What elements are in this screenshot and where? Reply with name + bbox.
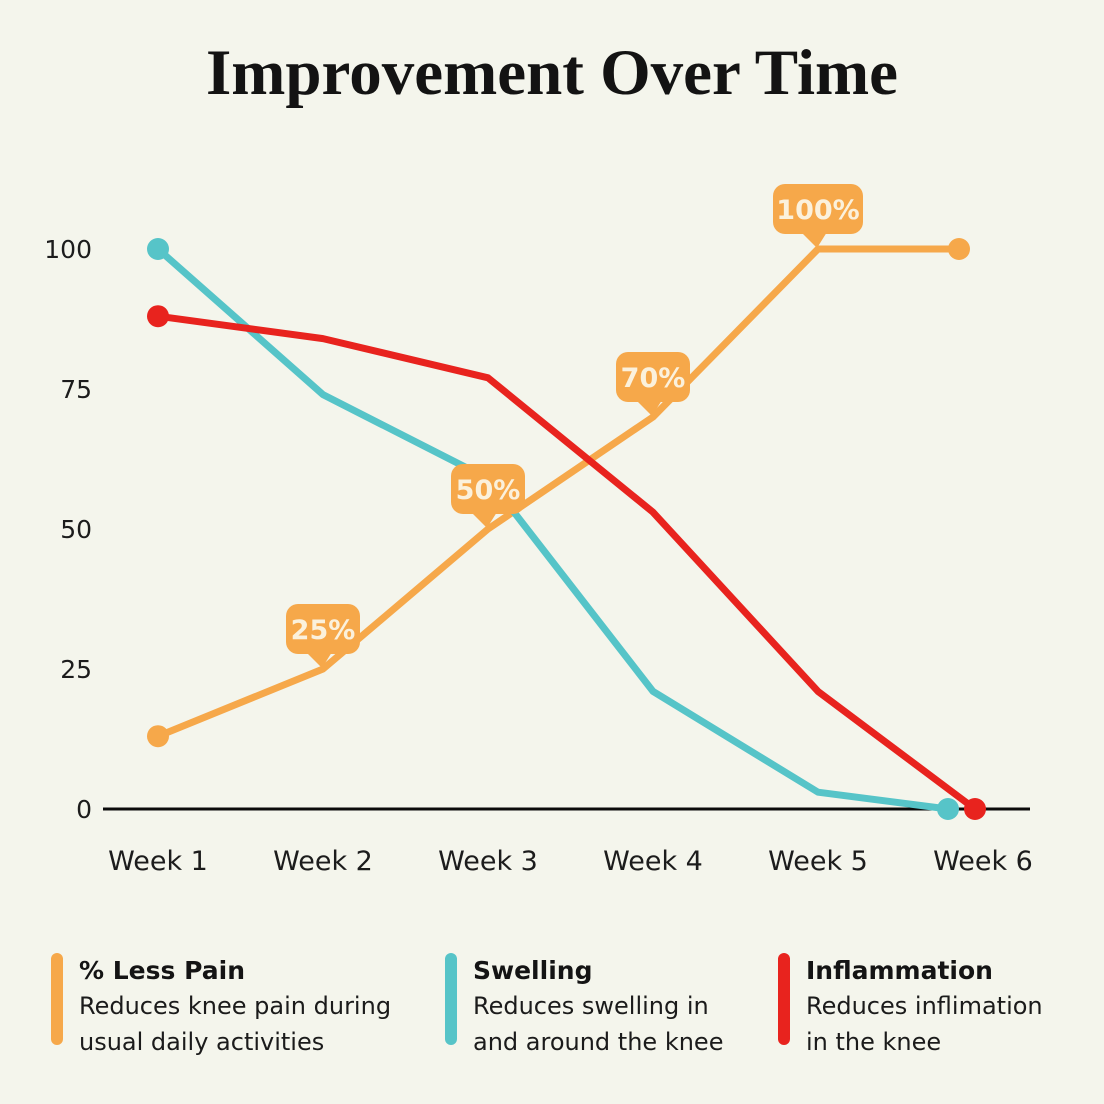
legend-desc-less-pain: Reduces knee pain during usual daily act… <box>79 988 391 1060</box>
callout: 100% <box>773 184 863 248</box>
legend-swatch-swelling <box>445 953 457 1045</box>
y-tick-label: 50 <box>60 515 92 544</box>
series-line <box>155 246 949 813</box>
callout-label: 100% <box>776 195 859 226</box>
x-axis-label: Week 2 <box>273 846 373 877</box>
legend-swatch-inflammation <box>778 953 790 1045</box>
callout-bubble <box>773 184 863 234</box>
legend-title-inflammation: Inflammation <box>806 956 993 985</box>
callout-tail <box>306 652 332 668</box>
legend-desc-line: Reduces inflimation <box>806 992 1043 1020</box>
data-point-dot <box>964 798 986 820</box>
series-line <box>156 245 959 740</box>
callout-label: 50% <box>456 475 521 506</box>
legend-desc-line: Reduces swelling in <box>473 992 709 1020</box>
legend-desc-line: Reduces knee pain during <box>79 992 392 1020</box>
x-axis-label: Week 6 <box>933 846 1033 877</box>
legend-item-swelling: Swelling Reduces swelling in and around … <box>445 953 723 1060</box>
x-axis-label: Week 5 <box>768 846 868 877</box>
legend-desc-line: usual daily activities <box>79 1028 325 1056</box>
callout-tail <box>801 232 827 248</box>
callout-bubble <box>616 352 690 402</box>
y-tick-label: 75 <box>60 375 92 404</box>
data-point-dot <box>147 305 169 328</box>
legend-title-less-pain: % Less Pain <box>79 956 245 985</box>
chart-title: Improvement Over Time <box>205 37 899 109</box>
legend-desc-line: and around the knee <box>473 1028 724 1056</box>
legend-desc-inflammation: Reduces inflimation in the knee <box>806 988 1043 1060</box>
data-point-dot <box>948 238 970 260</box>
callout: 70% <box>616 352 690 416</box>
x-axis-label: Week 3 <box>438 846 538 877</box>
callout-bubble <box>451 464 525 514</box>
data-point-dot <box>937 798 959 820</box>
callout-tail <box>471 512 497 528</box>
series-line <box>157 312 978 812</box>
legend-desc-line: in the knee <box>806 1028 942 1056</box>
callout-tail <box>636 400 662 416</box>
legend-item-less-pain: % Less Pain Reduces knee pain during usu… <box>51 953 391 1060</box>
data-point-dot <box>147 725 169 748</box>
y-tick-label: 0 <box>76 795 92 824</box>
legend-swatch-less-pain <box>51 953 63 1045</box>
callout: 50% <box>451 464 525 528</box>
y-tick-label: 25 <box>60 655 92 684</box>
x-axis-label: Week 4 <box>603 846 703 877</box>
callout-bubble <box>286 604 360 654</box>
callout: 25% <box>286 604 360 668</box>
legend-item-inflammation: Inflammation Reduces inflimation in the … <box>778 953 1043 1060</box>
legend-desc-swelling: Reduces swelling in and around the knee <box>473 988 723 1060</box>
data-point-dot <box>147 238 169 260</box>
legend-title-swelling: Swelling <box>473 956 593 985</box>
y-tick-label: 100 <box>44 235 92 264</box>
x-axis-label: Week 1 <box>108 846 208 877</box>
callout-label: 25% <box>291 615 356 646</box>
callout-label: 70% <box>621 363 686 394</box>
